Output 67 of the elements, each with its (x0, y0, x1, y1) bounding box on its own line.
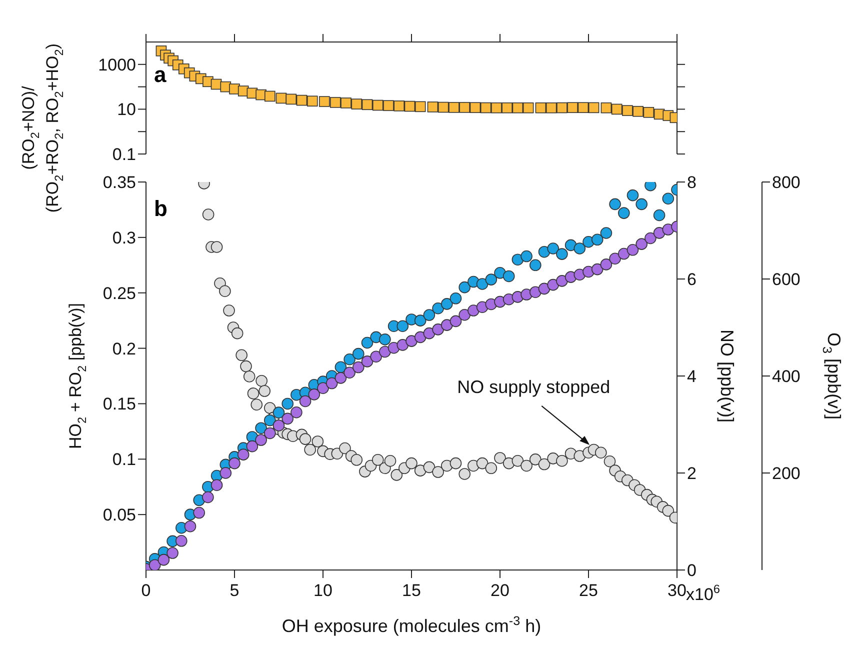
point (522, 102, 534, 114)
point (296, 94, 308, 106)
x-tick-label: 15 (402, 581, 421, 600)
point (470, 102, 481, 113)
annotation: a (154, 62, 167, 87)
point (535, 102, 546, 114)
y2-tick-label: 4 (687, 367, 696, 386)
y-tick-label: 0.15 (102, 394, 136, 414)
point (546, 102, 557, 114)
point (556, 102, 568, 114)
y-tick-label: 1000 (98, 55, 136, 74)
point (414, 101, 426, 112)
point (306, 96, 318, 106)
y-tick-label: 0.25 (102, 284, 136, 303)
point (622, 105, 633, 116)
y2-axis-title: NO [ppb(v)] (717, 329, 737, 423)
x-tick-label: 20 (490, 581, 510, 600)
y-tick-label: 0.35 (102, 173, 136, 192)
x-tick-label: 5 (230, 581, 240, 600)
y-tick-label: 0.3 (112, 228, 136, 248)
y2-tick-label: 6 (687, 270, 696, 289)
y3-tick-label: 200 (772, 464, 800, 483)
point (480, 102, 492, 114)
y-tick-label: 0.1 (112, 450, 136, 470)
point (632, 106, 644, 117)
point (438, 102, 449, 113)
y-tick-label: 0.05 (102, 506, 136, 525)
x-tick-label: 10 (314, 581, 332, 600)
point (286, 94, 297, 105)
point (588, 102, 600, 114)
point (372, 100, 384, 111)
point (611, 104, 622, 115)
point (362, 99, 373, 110)
y-tick-label: 0.2 (112, 339, 136, 358)
x-tick-label: 25 (579, 581, 598, 600)
y3-tick-label: 400 (772, 367, 800, 386)
point (578, 102, 589, 113)
point (330, 97, 341, 108)
point (340, 98, 352, 108)
point (394, 100, 405, 112)
x-axis-title: OH exposure (molecules cm$^{-3}$ h) (282, 614, 542, 636)
x-tick-label: 0 (141, 581, 151, 600)
point (351, 98, 362, 110)
y-tick-label: 10 (117, 100, 136, 120)
annotation: NO supply stopped (457, 376, 610, 397)
point (643, 106, 654, 118)
point (491, 102, 502, 114)
y2-tick-label: 2 (687, 464, 696, 483)
y3-tick-label: 800 (772, 173, 800, 192)
point (404, 100, 416, 112)
y2-tick-label: 8 (687, 173, 696, 192)
y-tick-label: 0.1 (112, 145, 136, 164)
point (448, 102, 460, 113)
point (502, 102, 512, 114)
point (319, 96, 330, 107)
point (600, 102, 612, 114)
point (383, 100, 394, 111)
point (427, 102, 438, 112)
point (567, 102, 578, 113)
point (512, 102, 524, 114)
point (264, 90, 276, 102)
point (459, 102, 470, 113)
annotation: b (154, 196, 168, 221)
text: x10$^{6}$ (686, 582, 720, 604)
x-tick-label: 30 (668, 581, 686, 600)
y3-tick-label: 600 (772, 270, 800, 289)
y2-tick-label: 0 (687, 561, 696, 580)
